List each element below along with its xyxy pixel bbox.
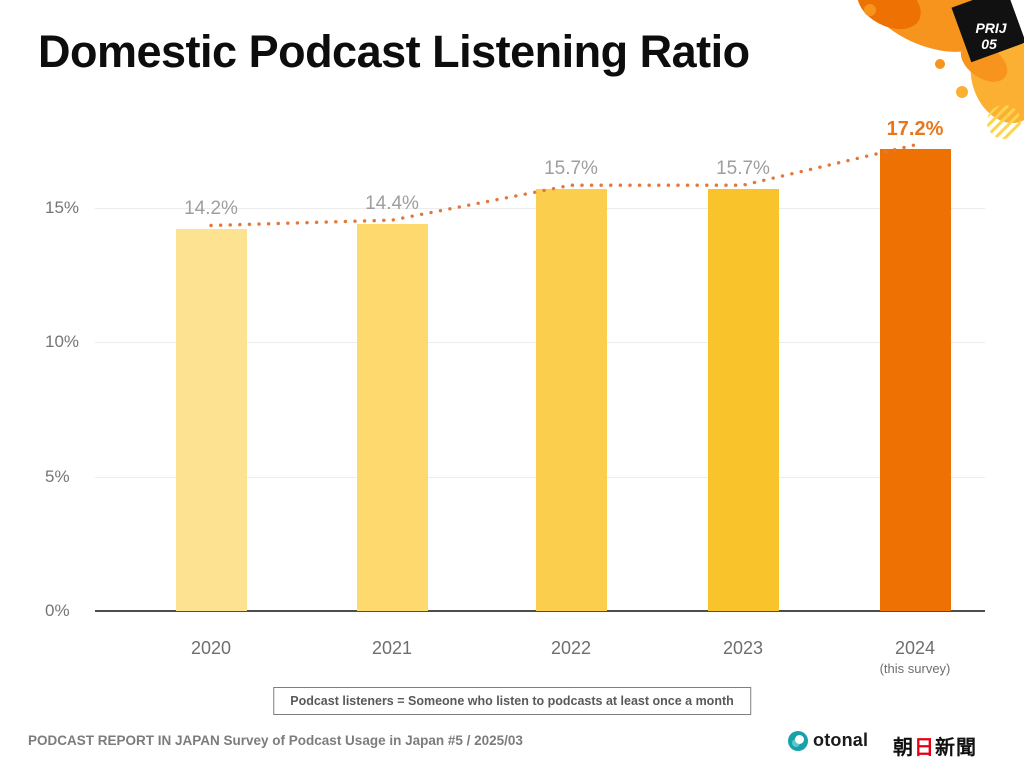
x-axis-tick-label: 2020 [190, 638, 232, 658]
bar-2024 [879, 148, 951, 611]
source-text: PODCAST REPORT IN JAPAN Survey of Podcas… [28, 733, 523, 748]
bar-2020 [175, 229, 247, 611]
x-axis-tick-label: 2023 [722, 638, 764, 658]
bar-2023 [707, 189, 779, 611]
x-axis-sublabel: (this survey) [879, 661, 951, 676]
bar-value-label: 14.4% [365, 193, 419, 215]
bar-value-label: 14.2% [184, 198, 238, 220]
bar-2021 [356, 224, 428, 611]
y-axis-tick-label: 10% [45, 332, 80, 352]
asahi-shimbun-logo: 朝日新聞 [893, 731, 977, 760]
asahi-char-1: 朝 [893, 737, 914, 759]
x-axis-tick-label: 2022 [550, 638, 592, 658]
bar-value-label: 15.7% [544, 158, 598, 180]
y-axis-tick-label: 5% [45, 466, 70, 486]
x-axis-line [95, 610, 985, 612]
bar-value-label: 17.2% [886, 117, 944, 140]
y-axis-tick-label: 0% [45, 601, 70, 620]
bar-2022 [535, 189, 607, 611]
y-axis-tick-label: 15% [45, 198, 80, 217]
otonal-logo: otonal [788, 730, 868, 751]
definition-note: Podcast listeners = Someone who listen t… [273, 687, 751, 715]
otonal-logo-icon [788, 730, 808, 751]
x-axis-tick-label: 2021 [371, 638, 413, 658]
otonal-logo-text: otonal [813, 730, 869, 750]
x-axis-tick-label: 2024 (this survey) [879, 638, 951, 676]
asahi-char-2: 日 [914, 737, 935, 759]
page-title: Domestic Podcast Listening Ratio [38, 26, 750, 77]
bar-value-label: 15.7% [716, 158, 770, 180]
asahi-char-3: 新聞 [935, 737, 977, 759]
